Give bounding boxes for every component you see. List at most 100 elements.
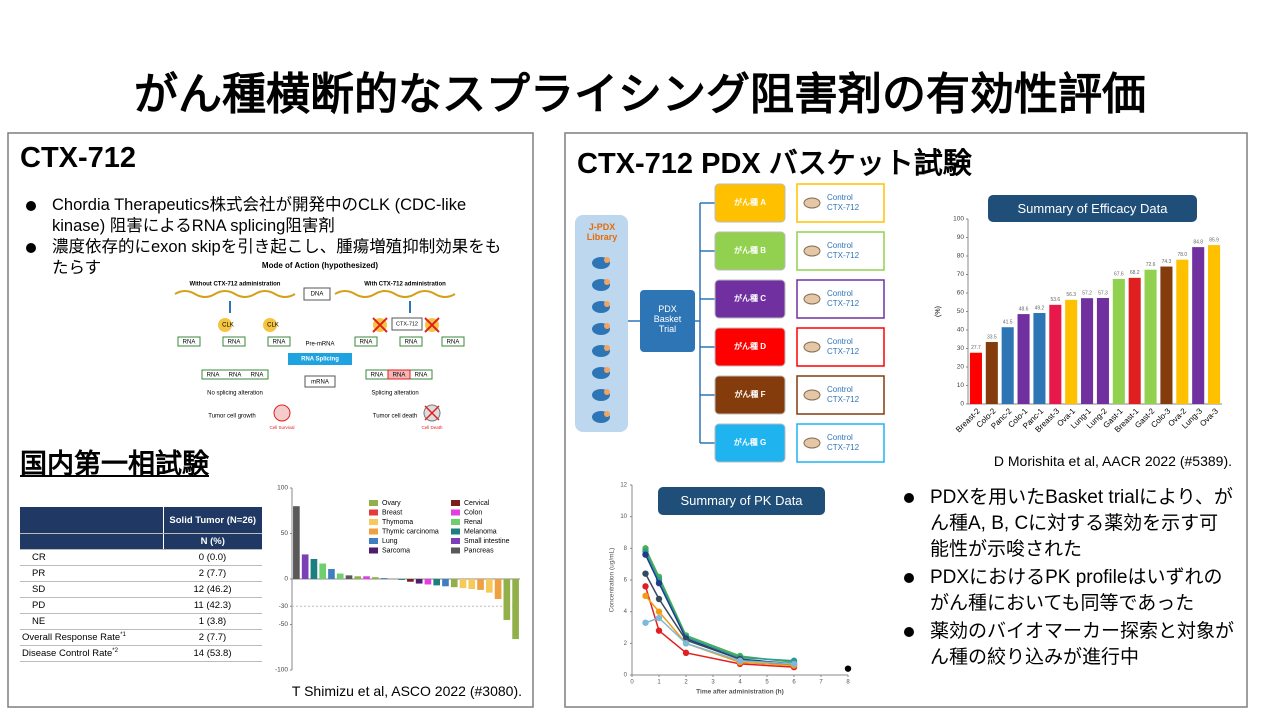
moa-label: CLK <box>222 323 234 329</box>
bullet-dot <box>26 201 36 211</box>
bullet-list: Chordia Therapeutics株式会社が開発中のCLK (CDC-li… <box>22 195 517 279</box>
legend-swatch <box>451 538 460 544</box>
arm-label: CTX-712 <box>827 395 860 404</box>
moa-label: Cell Survival <box>269 425 294 430</box>
mrna-box <box>304 375 336 388</box>
moa-label: No splicing alteration <box>207 391 263 397</box>
y-tick-label: -30 <box>279 603 289 610</box>
moa-label: Pre-mRNA <box>305 342 334 348</box>
cancer-type-label: がん種 F <box>734 389 765 399</box>
value-label: 68.2 <box>1130 270 1140 276</box>
y-tick-label: -50 <box>279 621 289 628</box>
tumor-dot <box>604 257 610 263</box>
legend-label: Ovary <box>382 500 401 507</box>
series-line <box>644 595 795 667</box>
y-tick-label: 20 <box>957 364 965 371</box>
bar <box>1081 298 1094 404</box>
value-label: 57.3 <box>1098 290 1108 296</box>
value-label: 85.9 <box>1209 237 1219 243</box>
series-line <box>644 548 795 664</box>
bar <box>371 577 379 579</box>
y-tick-label: 10 <box>620 514 627 520</box>
y-tick-label: 40 <box>957 327 965 334</box>
rna-row: RNA RNA RNA RNA RNA RNA <box>177 336 465 347</box>
table-label: PD <box>20 597 163 614</box>
y-tick-label: 60 <box>957 290 965 297</box>
cancer-type-box <box>714 279 786 319</box>
legend-label: Sarcoma <box>382 547 410 554</box>
moa-label: With CTX-712 administration <box>364 282 446 288</box>
data-point <box>642 583 649 590</box>
series-line <box>645 617 795 665</box>
legend-swatch <box>369 519 378 525</box>
bar <box>1065 299 1078 404</box>
bar <box>398 579 405 580</box>
value-label: 78.0 <box>1177 252 1187 258</box>
mice <box>592 257 610 423</box>
panel-heading: CTX-712 <box>20 142 137 174</box>
bullet-item: Chordia Therapeutics株式会社が開発中のCLK (CDC-li… <box>22 195 517 237</box>
block <box>424 405 440 421</box>
x-tick-label: 7 <box>819 680 823 686</box>
value-label: 53.6 <box>1050 297 1060 303</box>
arm-label: CTX-712 <box>827 299 860 308</box>
bar <box>1160 266 1173 404</box>
bar <box>1192 247 1205 404</box>
bullet-dot <box>904 627 914 637</box>
drug-icon <box>803 341 821 353</box>
cell-icon <box>273 404 291 422</box>
table-row: CR 0 (0.0) <box>20 549 262 566</box>
rna-box <box>222 336 246 347</box>
legend-label: Pancreas <box>464 547 494 554</box>
data-point <box>655 608 663 615</box>
cancer-type-box <box>714 183 786 223</box>
cancer-type-label: がん種 D <box>734 341 766 351</box>
bar <box>1001 327 1014 404</box>
data-point <box>655 627 663 634</box>
value-label: 67.6 <box>1114 271 1124 277</box>
moa-label: Without CTX-712 administration <box>190 282 281 288</box>
splicing-box <box>288 353 352 365</box>
table-value: 11 (42.3) <box>163 597 262 614</box>
value-label: 56.3 <box>1066 292 1076 298</box>
drug-icon <box>803 245 821 257</box>
arm-label: CTX-712 <box>827 203 860 212</box>
y-tick-label: 70 <box>957 271 965 278</box>
cancer-type-label: がん種 B <box>734 245 766 255</box>
rna-skip <box>387 369 411 380</box>
efficacy-chart: 0102030405060708090100(%)27.7Breast-233.… <box>935 216 1222 434</box>
row-label: PD <box>32 600 46 611</box>
arm-label: CTX-712 <box>827 443 860 452</box>
y-axis-label: Concentration (ug/mL) <box>609 548 616 613</box>
bar <box>354 576 362 579</box>
bullet-dot <box>26 243 36 253</box>
legend-label: Thymic carcinoma <box>382 528 439 535</box>
bullet-item: PDXにおけるPK profileはいずれのがん種においても同等であった <box>900 565 1235 617</box>
bar <box>494 579 502 600</box>
data-point <box>736 657 744 664</box>
library-label: J-PDX Library <box>586 222 618 242</box>
cancer-type-box <box>714 231 786 271</box>
bullet-list: PDXを用いたBasket trialにより、がん種A, B, Cに対する薬効を… <box>900 485 1235 673</box>
block <box>372 317 388 333</box>
moa-label: RNA <box>228 340 241 346</box>
value-label: 48.6 <box>1019 306 1029 312</box>
legend-label: Colon <box>464 509 482 516</box>
bar <box>310 558 318 579</box>
y-tick-label: 50 <box>957 308 965 315</box>
legend-swatch <box>451 509 460 516</box>
value-label: 49.2 <box>1035 305 1045 311</box>
table-value: 1 (3.8) <box>163 613 262 630</box>
value-label: 72.6 <box>1146 262 1156 268</box>
table-label: Disease Control Rate*2 <box>20 645 163 662</box>
bullet-item: PDXを用いたBasket trialにより、がん種A, B, Cに対する薬効を… <box>900 485 1235 563</box>
moa-label: Cell Death <box>421 425 443 430</box>
row-label: NE <box>32 616 46 627</box>
data-point <box>655 579 663 587</box>
moa-label: Splicing alteration <box>371 391 418 397</box>
table-row: Overall Response Rate*1 2 (7.7) <box>20 629 262 646</box>
moa-label: RNA <box>447 340 460 346</box>
